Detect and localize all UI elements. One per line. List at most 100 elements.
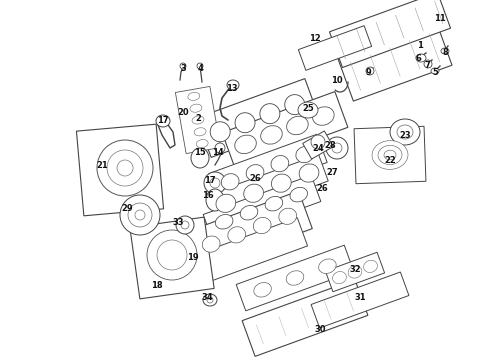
Ellipse shape (215, 143, 225, 153)
Polygon shape (329, 0, 450, 68)
Text: 33: 33 (172, 217, 184, 226)
Polygon shape (76, 124, 164, 216)
Polygon shape (197, 78, 319, 157)
Ellipse shape (181, 221, 189, 229)
Text: 4: 4 (197, 63, 203, 72)
Text: 10: 10 (331, 76, 343, 85)
Ellipse shape (298, 102, 318, 118)
Ellipse shape (378, 145, 402, 165)
Text: 6: 6 (415, 54, 421, 63)
Text: 26: 26 (249, 174, 261, 183)
Text: 16: 16 (202, 190, 214, 199)
Ellipse shape (135, 210, 145, 220)
Ellipse shape (204, 172, 226, 194)
Polygon shape (325, 252, 385, 292)
Ellipse shape (244, 184, 264, 202)
Polygon shape (130, 217, 214, 299)
Ellipse shape (210, 178, 220, 188)
Polygon shape (236, 245, 354, 311)
Ellipse shape (117, 160, 133, 176)
Text: 32: 32 (349, 266, 361, 274)
Text: 14: 14 (212, 148, 224, 157)
Ellipse shape (206, 189, 224, 211)
Ellipse shape (157, 240, 187, 270)
Polygon shape (208, 155, 328, 221)
Polygon shape (186, 218, 308, 286)
Ellipse shape (216, 215, 233, 229)
Ellipse shape (286, 271, 304, 285)
Text: 20: 20 (177, 108, 189, 117)
Polygon shape (354, 126, 426, 184)
Text: 24: 24 (312, 144, 324, 153)
Ellipse shape (176, 216, 194, 234)
Ellipse shape (390, 119, 420, 145)
Ellipse shape (364, 260, 377, 273)
Text: 17: 17 (204, 176, 216, 185)
Ellipse shape (271, 174, 291, 192)
Ellipse shape (202, 236, 220, 252)
Polygon shape (303, 131, 333, 159)
Polygon shape (298, 26, 371, 70)
Ellipse shape (366, 67, 374, 75)
Ellipse shape (228, 227, 245, 243)
Ellipse shape (120, 195, 160, 235)
Text: 27: 27 (326, 167, 338, 176)
Ellipse shape (246, 165, 264, 181)
Text: 22: 22 (384, 156, 396, 165)
Ellipse shape (192, 116, 204, 124)
Text: 5: 5 (432, 68, 438, 77)
Text: 30: 30 (314, 325, 326, 334)
Ellipse shape (287, 116, 308, 135)
Ellipse shape (235, 113, 255, 133)
Text: 25: 25 (302, 104, 314, 113)
Polygon shape (222, 92, 348, 168)
Text: 19: 19 (187, 253, 199, 262)
Ellipse shape (235, 135, 256, 154)
Ellipse shape (156, 115, 170, 127)
Ellipse shape (261, 126, 282, 144)
Polygon shape (338, 23, 452, 101)
Ellipse shape (332, 143, 342, 153)
Ellipse shape (210, 122, 230, 142)
Text: 21: 21 (96, 161, 108, 170)
Text: 18: 18 (151, 280, 163, 289)
Ellipse shape (296, 147, 314, 163)
Ellipse shape (384, 150, 396, 160)
Ellipse shape (197, 63, 203, 69)
Ellipse shape (416, 54, 426, 62)
Text: 23: 23 (399, 131, 411, 140)
Text: 26: 26 (316, 184, 328, 193)
Ellipse shape (311, 135, 325, 149)
Ellipse shape (299, 164, 319, 182)
Ellipse shape (333, 271, 346, 284)
Ellipse shape (191, 148, 209, 168)
Text: 9: 9 (365, 68, 371, 77)
Ellipse shape (203, 294, 217, 306)
Text: 15: 15 (194, 148, 206, 157)
Ellipse shape (260, 104, 280, 124)
Ellipse shape (279, 208, 296, 224)
Polygon shape (209, 134, 327, 202)
Ellipse shape (227, 80, 239, 90)
Ellipse shape (194, 128, 206, 136)
Ellipse shape (348, 266, 362, 278)
Text: 31: 31 (354, 293, 366, 302)
Text: 28: 28 (324, 140, 336, 149)
Ellipse shape (107, 150, 143, 186)
Ellipse shape (207, 297, 213, 303)
Ellipse shape (147, 230, 197, 280)
Ellipse shape (180, 63, 186, 69)
Polygon shape (175, 86, 220, 154)
Ellipse shape (221, 174, 239, 190)
Ellipse shape (190, 104, 202, 112)
Polygon shape (311, 272, 409, 328)
Text: 3: 3 (180, 63, 186, 72)
Ellipse shape (397, 125, 413, 139)
Ellipse shape (313, 107, 334, 125)
Text: 1: 1 (417, 41, 423, 50)
Text: 8: 8 (442, 48, 448, 57)
Text: 29: 29 (121, 203, 133, 212)
Ellipse shape (372, 141, 408, 170)
Text: 12: 12 (309, 33, 321, 42)
Ellipse shape (265, 197, 283, 211)
